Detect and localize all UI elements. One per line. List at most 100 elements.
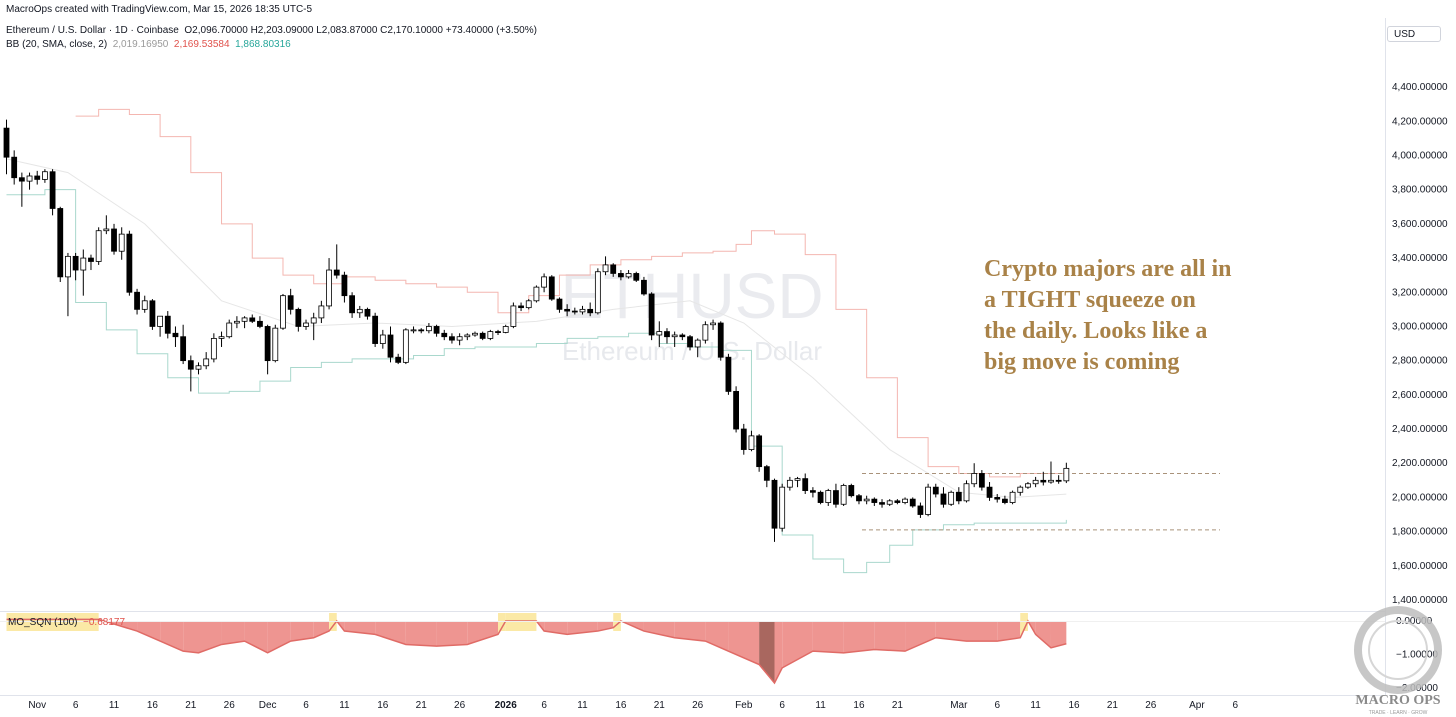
candle[interactable] (817, 490, 824, 505)
candle[interactable] (825, 488, 832, 506)
candle[interactable] (602, 256, 609, 276)
candle[interactable] (533, 285, 540, 303)
candle[interactable] (564, 304, 571, 317)
candle[interactable] (349, 292, 356, 318)
candle[interactable] (49, 169, 56, 216)
candle[interactable] (1048, 461, 1054, 484)
candle[interactable] (326, 258, 332, 310)
candle[interactable] (625, 270, 632, 279)
candle[interactable] (909, 497, 916, 508)
candle[interactable] (679, 333, 686, 341)
candle[interactable] (656, 321, 663, 347)
candle[interactable] (472, 331, 478, 337)
candle[interactable] (272, 324, 279, 363)
candle[interactable] (648, 292, 655, 341)
candle[interactable] (863, 495, 870, 505)
candle[interactable] (464, 333, 471, 341)
candle[interactable] (164, 311, 171, 339)
candle[interactable] (1017, 485, 1024, 496)
candle[interactable] (72, 252, 79, 281)
candle[interactable] (802, 473, 809, 494)
candle[interactable] (410, 326, 417, 334)
candle[interactable] (111, 223, 117, 255)
candle[interactable] (341, 271, 348, 303)
candle[interactable] (587, 302, 594, 317)
candle[interactable] (441, 329, 448, 341)
candle[interactable] (418, 328, 425, 334)
candle[interactable] (932, 483, 939, 498)
candle[interactable] (902, 497, 908, 505)
candle[interactable] (257, 316, 263, 329)
candle[interactable] (671, 331, 678, 347)
candle[interactable] (487, 329, 494, 341)
candle[interactable] (210, 333, 217, 363)
candle[interactable] (280, 293, 286, 330)
candle[interactable] (80, 249, 87, 296)
candle[interactable] (833, 483, 839, 508)
candle[interactable] (556, 297, 563, 313)
candle[interactable] (725, 353, 732, 395)
candle[interactable] (449, 333, 455, 344)
candle[interactable] (1063, 462, 1070, 484)
candle[interactable] (233, 316, 240, 329)
candle[interactable] (694, 338, 701, 358)
candle[interactable] (103, 215, 110, 235)
sqn-legend[interactable]: MO_SQN (100) −0.68177 (8, 617, 125, 628)
candle[interactable] (1009, 490, 1016, 505)
currency-button[interactable]: USD (1387, 26, 1441, 42)
candle[interactable] (195, 362, 202, 375)
candle[interactable] (740, 423, 747, 455)
candle[interactable] (1032, 476, 1039, 488)
candle[interactable] (702, 321, 709, 344)
candle[interactable] (948, 490, 955, 506)
candle[interactable] (495, 329, 501, 335)
candle[interactable] (88, 254, 94, 271)
candle[interactable] (310, 312, 317, 341)
candle[interactable] (65, 252, 71, 317)
candle[interactable] (26, 172, 33, 190)
candle[interactable] (994, 494, 1001, 503)
candle[interactable] (295, 307, 302, 332)
candle[interactable] (395, 353, 402, 365)
candle[interactable] (203, 352, 210, 370)
candle[interactable] (372, 312, 379, 347)
candle[interactable] (610, 263, 617, 277)
candle[interactable] (172, 326, 179, 347)
candle[interactable] (287, 288, 294, 315)
candle[interactable] (3, 119, 10, 175)
candle[interactable] (241, 316, 248, 329)
candle[interactable] (579, 305, 586, 315)
candle[interactable] (771, 478, 778, 542)
candle[interactable] (633, 271, 640, 282)
candle[interactable] (134, 288, 140, 315)
candle[interactable] (717, 321, 724, 361)
candle[interactable] (541, 273, 547, 293)
candle[interactable] (402, 328, 409, 365)
candle[interactable] (779, 483, 786, 532)
bb-legend[interactable]: BB (20, SMA, close, 2) 2,019.16950 2,169… (6, 39, 291, 50)
candle[interactable] (871, 497, 878, 506)
candle[interactable] (917, 502, 924, 518)
candle[interactable] (387, 326, 394, 363)
candle[interactable] (249, 314, 256, 324)
candle[interactable] (756, 434, 763, 472)
candle[interactable] (18, 172, 25, 207)
candle[interactable] (794, 476, 801, 488)
candle[interactable] (364, 307, 371, 320)
candle[interactable] (318, 300, 325, 324)
candle[interactable] (118, 227, 125, 260)
candle[interactable] (925, 483, 931, 517)
candle[interactable] (149, 299, 156, 330)
candle[interactable] (333, 244, 340, 279)
candle[interactable] (733, 386, 739, 433)
candle[interactable] (34, 170, 41, 185)
candle[interactable] (141, 295, 148, 313)
candle[interactable] (126, 230, 133, 296)
candle[interactable] (840, 483, 847, 506)
candle[interactable] (57, 206, 64, 282)
candle[interactable] (1002, 495, 1008, 505)
candle[interactable] (11, 150, 18, 185)
candle[interactable] (510, 302, 517, 329)
candle[interactable] (763, 464, 770, 488)
candle[interactable] (986, 482, 993, 501)
